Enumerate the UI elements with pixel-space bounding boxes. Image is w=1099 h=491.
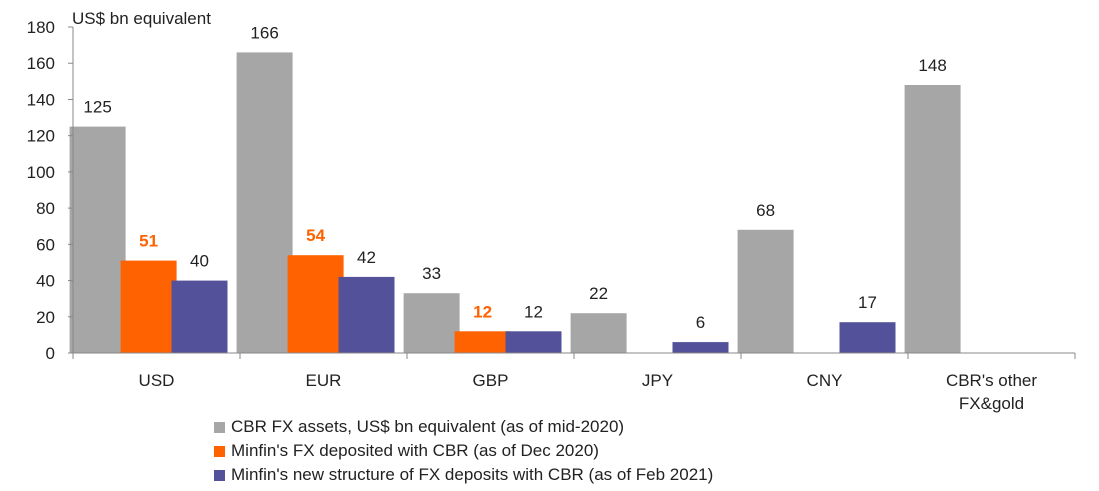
y-tick-label: 20: [36, 308, 55, 327]
bar-3: [839, 322, 896, 353]
axes-layer: 0 20 40 60 80 100 120 140 160 180 USD EUR GBP JPY CNY C…: [27, 18, 1076, 413]
data-label: 166: [250, 23, 278, 42]
bar-1: [570, 313, 627, 353]
x-tick-label: CNY: [807, 371, 843, 390]
data-label: 42: [357, 248, 376, 267]
y-tick-label: 40: [36, 272, 55, 291]
data-label: 148: [918, 56, 946, 75]
y-tick-label: 100: [27, 163, 55, 182]
legend-item-cbr-fx-assets: CBR FX assets, US$ bn equivalent (as of …: [214, 415, 713, 439]
data-label: 125: [83, 98, 111, 117]
data-label: 54: [306, 226, 325, 245]
bars-layer: 125 51 40 166 54 42 33 12 12 22 6 68 17 148: [69, 23, 961, 354]
data-label: 51: [139, 232, 158, 251]
data-label: 6: [696, 313, 705, 332]
chart-legend: CBR FX assets, US$ bn equivalent (as of …: [214, 415, 713, 487]
y-tick-label: 60: [36, 235, 55, 254]
bar-2: [287, 255, 344, 353]
bar-1: [737, 229, 794, 353]
y-tick-label: 0: [46, 344, 55, 363]
y-tick-label: 160: [27, 54, 55, 73]
legend-item-minfin-dec-2020: Minfin's FX deposited with CBR (as of De…: [214, 439, 713, 463]
legend-label: Minfin's new structure of FX deposits wi…: [231, 465, 714, 484]
bar-1: [904, 85, 961, 353]
x-tick-label: CBR's other FX&gold: [946, 371, 1037, 413]
data-label: 68: [756, 201, 775, 220]
bar-chart: US$ bn equivalent 125 51 40 166 54 42 33 12 12 22…: [27, 9, 1076, 413]
bar-1: [69, 126, 126, 353]
y-tick-label: 120: [27, 127, 55, 146]
x-tick-label: GBP: [473, 371, 509, 390]
bar-2: [454, 331, 511, 353]
y-axis-unit-label: US$ bn equivalent: [72, 9, 211, 28]
legend-swatch-orange: [214, 445, 225, 457]
x-tick-label: JPY: [642, 371, 673, 390]
data-label: 12: [473, 302, 492, 321]
bar-3: [171, 280, 228, 353]
x-tick-label: EUR: [306, 371, 342, 390]
legend-swatch-purple: [214, 469, 225, 481]
legend-label: Minfin's FX deposited with CBR (as of De…: [231, 441, 599, 460]
y-tick-label: 80: [36, 199, 55, 218]
bar-3: [672, 342, 729, 353]
bar-2: [120, 260, 177, 353]
bar-3: [505, 331, 562, 353]
legend-swatch-gray: [214, 421, 225, 433]
data-label: 33: [422, 264, 441, 283]
y-tick-label: 140: [27, 90, 55, 109]
legend-item-minfin-feb-2021: Minfin's new structure of FX deposits wi…: [214, 463, 713, 487]
x-tick-label: USD: [139, 371, 175, 390]
legend-label: CBR FX assets, US$ bn equivalent (as of …: [231, 417, 625, 436]
bar-1: [403, 293, 460, 353]
y-tick-label: 180: [27, 18, 55, 37]
data-label: 22: [589, 284, 608, 303]
data-label: 17: [858, 293, 877, 312]
data-label: 40: [190, 252, 209, 271]
bar-3: [338, 276, 395, 353]
bar-1: [236, 52, 293, 354]
data-label: 12: [524, 302, 543, 321]
